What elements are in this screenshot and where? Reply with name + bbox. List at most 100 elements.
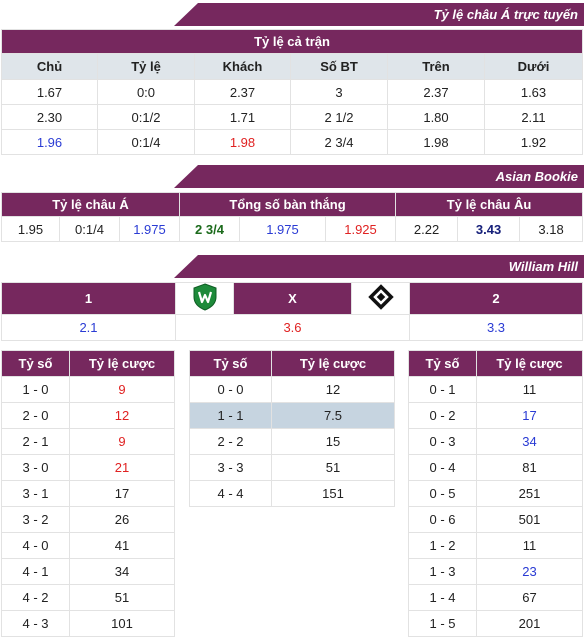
- odds-cell: 3.18: [519, 216, 584, 242]
- table-row: 3 - 1 17: [1, 480, 175, 507]
- odds-cell: 1.925: [324, 216, 397, 242]
- odds-cell: 201: [476, 610, 583, 637]
- header-total-goals: Tổng số bàn thắng: [178, 192, 397, 217]
- odds-cell: 9: [69, 428, 175, 455]
- table-row: 0 - 1 11: [408, 376, 583, 403]
- odds-cell: 17: [476, 402, 583, 429]
- hamburger-sv-logo-icon: [367, 284, 394, 310]
- col-header-odds: Tỷ lệ cược: [271, 350, 395, 377]
- william-hill-table: 1 X 2 2.1 3.6 3.3: [1, 282, 583, 341]
- odds-cell: 1.80: [387, 104, 485, 130]
- score-cell: 0 - 1: [408, 376, 477, 403]
- odds-cell: 21: [69, 454, 175, 481]
- odds-cell: 1.975: [119, 216, 180, 242]
- odds-cell: 2.37: [387, 79, 485, 105]
- odds-cell: 7.5: [271, 402, 395, 429]
- odds-cell: 34: [476, 428, 583, 455]
- odds-cell: 2.30: [1, 104, 98, 130]
- col-header-under: Dưới: [484, 53, 583, 80]
- score-cell: 4 - 1: [1, 558, 70, 585]
- header-asian-handicap: Tỷ lệ châu Á: [1, 192, 180, 217]
- odds-cell: 11: [476, 376, 583, 403]
- score-cell: 1 - 2: [408, 532, 477, 559]
- odds-cell: 2.11: [484, 104, 583, 130]
- odds-cell: 3.43: [457, 216, 521, 242]
- score-cell: 4 - 0: [1, 532, 70, 559]
- score-cell: 3 - 2: [1, 506, 70, 533]
- table-row: 4 - 3 101: [1, 610, 175, 637]
- asian-live-banner-title: Tỷ lệ châu Á trực tuyến: [433, 7, 578, 22]
- odds-cell: 1.95: [1, 216, 60, 242]
- odds-cell: 11: [476, 532, 583, 559]
- odds-cell: 0:0: [97, 79, 195, 105]
- col-header-over: Trên: [387, 53, 485, 80]
- score-cell: 2 - 1: [1, 428, 70, 455]
- score-cell: 0 - 6: [408, 506, 477, 533]
- score-cell: 1 - 5: [408, 610, 477, 637]
- score-cell: 3 - 1: [1, 480, 70, 507]
- away-team-logo: [351, 282, 410, 315]
- score-cell: 1 - 0: [1, 376, 70, 403]
- col-header-odds: Tỷ lệ cược: [69, 350, 175, 377]
- table-row: 4 - 2 51: [1, 584, 175, 611]
- col-header-score: Tỷ số: [408, 350, 477, 377]
- table-row: 1 - 2 11: [408, 532, 583, 559]
- score-cell: 4 - 4: [189, 480, 272, 507]
- col-header-score: Tỷ số: [189, 350, 272, 377]
- odds-cell: 67: [476, 584, 583, 611]
- odds-cell: 2.22: [395, 216, 459, 242]
- table-row: 4 - 4 151: [189, 480, 395, 507]
- score-cell: 2 - 2: [189, 428, 272, 455]
- william-hill-banner: William Hill: [0, 255, 584, 278]
- draw-scores-table: Tỷ số Tỷ lệ cược 0 - 0 12 1 - 1 7.5 2 - 2 1…: [189, 350, 395, 507]
- odds-cell: 151: [271, 480, 395, 507]
- odds-cell: 1.975: [239, 216, 326, 242]
- table-row: 3 - 3 51: [189, 454, 395, 481]
- draw-label: X: [233, 282, 352, 315]
- score-cell: 3 - 3: [189, 454, 272, 481]
- draw-odds: 3.6: [175, 314, 410, 341]
- col-header-score: Tỷ số: [1, 350, 70, 377]
- odds-cell: 12: [271, 376, 395, 403]
- table-row: 0 - 2 17: [408, 402, 583, 429]
- home-win-label: 1: [1, 282, 176, 315]
- odds-cell: 2.37: [194, 79, 291, 105]
- table-row: 1.67 0:0 2.37 3 2.37 1.63: [1, 79, 583, 105]
- away-win-label: 2: [409, 282, 583, 315]
- odds-cell: 0:1/2: [97, 104, 195, 130]
- table-row: 0 - 3 34: [408, 428, 583, 455]
- home-win-odds: 2.1: [1, 314, 176, 341]
- score-cell: 4 - 2: [1, 584, 70, 611]
- table-row: 4 - 1 34: [1, 558, 175, 585]
- odds-cell: 1.71: [194, 104, 291, 130]
- table-row: 0 - 5 251: [408, 480, 583, 507]
- table-row-highlighted: 1 - 1 7.5: [189, 402, 395, 429]
- odds-cell: 0:1/4: [97, 129, 195, 155]
- odds-cell: 1.67: [1, 79, 98, 105]
- table-row: 0 - 0 12: [189, 376, 395, 403]
- score-cell: 0 - 2: [408, 402, 477, 429]
- odds-cell: 3: [290, 79, 388, 105]
- score-cell: 0 - 5: [408, 480, 477, 507]
- col-header-away: Khách: [194, 53, 291, 80]
- odds-cell: 0:1/4: [59, 216, 120, 242]
- table-row: 1.96 0:1/4 1.98 2 3/4 1.98 1.92: [1, 129, 583, 155]
- odds-cell: 1.98: [194, 129, 291, 155]
- asian-bookie-banner: Asian Bookie: [0, 165, 584, 188]
- col-header-odds: Tỷ lệ cược: [476, 350, 583, 377]
- table-row: 3 - 0 21: [1, 454, 175, 481]
- odds-cell: 501: [476, 506, 583, 533]
- table-row: 1 - 3 23: [408, 558, 583, 585]
- odds-cell: 23: [476, 558, 583, 585]
- score-cell: 0 - 4: [408, 454, 477, 481]
- score-cell: 0 - 3: [408, 428, 477, 455]
- score-cell: 0 - 0: [189, 376, 272, 403]
- odds-cell: 1.98: [387, 129, 485, 155]
- section-title-full-match: Tỷ lệ cả trận: [1, 29, 583, 54]
- table-row: 0 - 4 81: [408, 454, 583, 481]
- table-row: 4 - 0 41: [1, 532, 175, 559]
- odds-cell: 1.63: [484, 79, 583, 105]
- table-row: 1.95 0:1/4 1.975 2 3/4 1.975 1.925 2.22 …: [1, 216, 584, 242]
- table-row: 2 - 0 12: [1, 402, 175, 429]
